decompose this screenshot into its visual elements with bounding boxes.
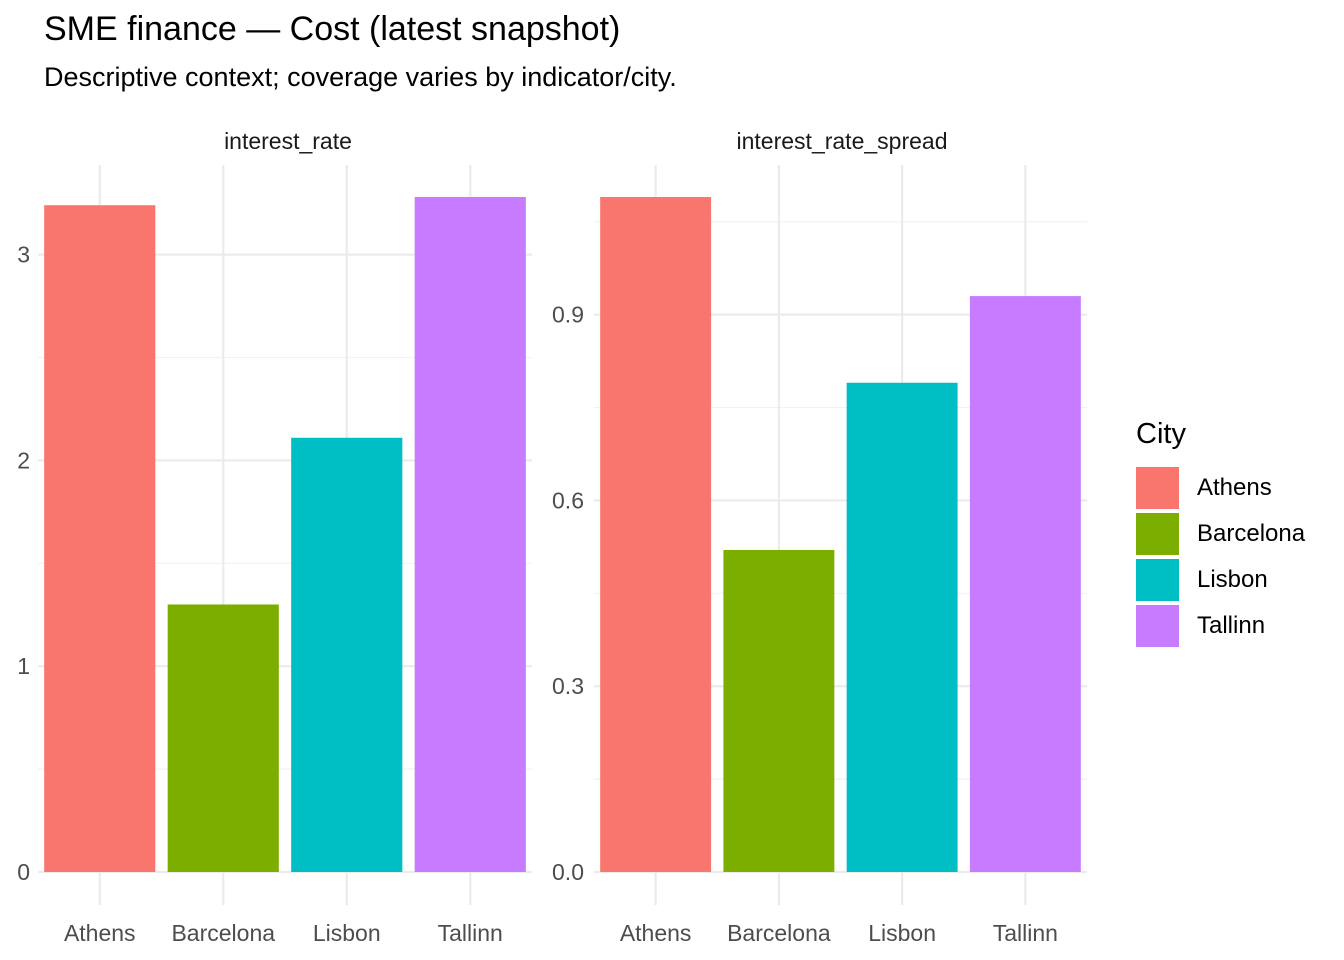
interest-rate-x-tick-label: Tallinn [438,920,503,946]
chart-title: SME finance — Cost (latest snapshot) [44,10,621,48]
interest-rate-spread-y-tick-label: 0.6 [552,487,584,513]
legend-item-lisbon: Lisbon [1136,559,1268,601]
bar-interest-rate-spread-barcelona [723,549,835,872]
interest-rate-y-tick-label: 3 [17,242,30,268]
legend-item-athens: Athens [1136,467,1272,509]
bar-interest-rate-tallinn [414,197,526,872]
interest-rate-spread-y-tick-label: 0.9 [552,302,584,328]
interest-rate-spread-x-tick-label: Tallinn [993,920,1058,946]
interest-rate-x-tick-label: Barcelona [171,920,275,946]
legend-swatch-athens [1136,467,1179,509]
interest-rate-spread-x-tick-label: Barcelona [727,920,831,946]
facet-strip-label-interest-rate-spread: interest_rate_spread [737,128,948,154]
interest-rate-spread-x-tick-label: Athens [620,920,692,946]
legend-swatch-lisbon [1136,559,1179,601]
interest-rate-y-tick-label: 0 [17,859,30,885]
bar-interest-rate-barcelona [167,604,279,872]
bar-interest-rate-spread-lisbon [846,382,958,872]
legend-swatch-tallinn [1136,605,1179,647]
interest-rate-spread-x-tick-label: Lisbon [868,920,936,946]
legend-swatch-barcelona [1136,513,1179,555]
legend-label-lisbon: Lisbon [1197,566,1268,593]
legend-label-tallinn: Tallinn [1197,612,1266,639]
interest-rate-y-tick-label: 2 [17,447,30,473]
bar-interest-rate-spread-tallinn [969,296,1081,872]
facet-strip-label-interest-rate: interest_rate [224,128,352,154]
legend-item-tallinn: Tallinn [1136,605,1265,647]
legend-label-barcelona: Barcelona [1197,520,1306,547]
legend-title: City [1136,418,1186,450]
bar-interest-rate-spread-athens [600,197,712,872]
interest-rate-x-tick-label: Lisbon [313,920,381,946]
legend-label-athens: Athens [1197,474,1272,501]
chart-subtitle: Descriptive context; coverage varies by … [44,62,677,92]
interest-rate-spread-y-tick-label: 0.0 [552,859,584,885]
bar-interest-rate-lisbon [291,437,403,872]
interest-rate-y-tick-label: 1 [17,653,30,679]
bar-interest-rate-athens [44,205,156,873]
interest-rate-spread-y-tick-label: 0.3 [552,673,584,699]
interest-rate-x-tick-label: Athens [64,920,136,946]
legend-item-barcelona: Barcelona [1136,513,1305,555]
